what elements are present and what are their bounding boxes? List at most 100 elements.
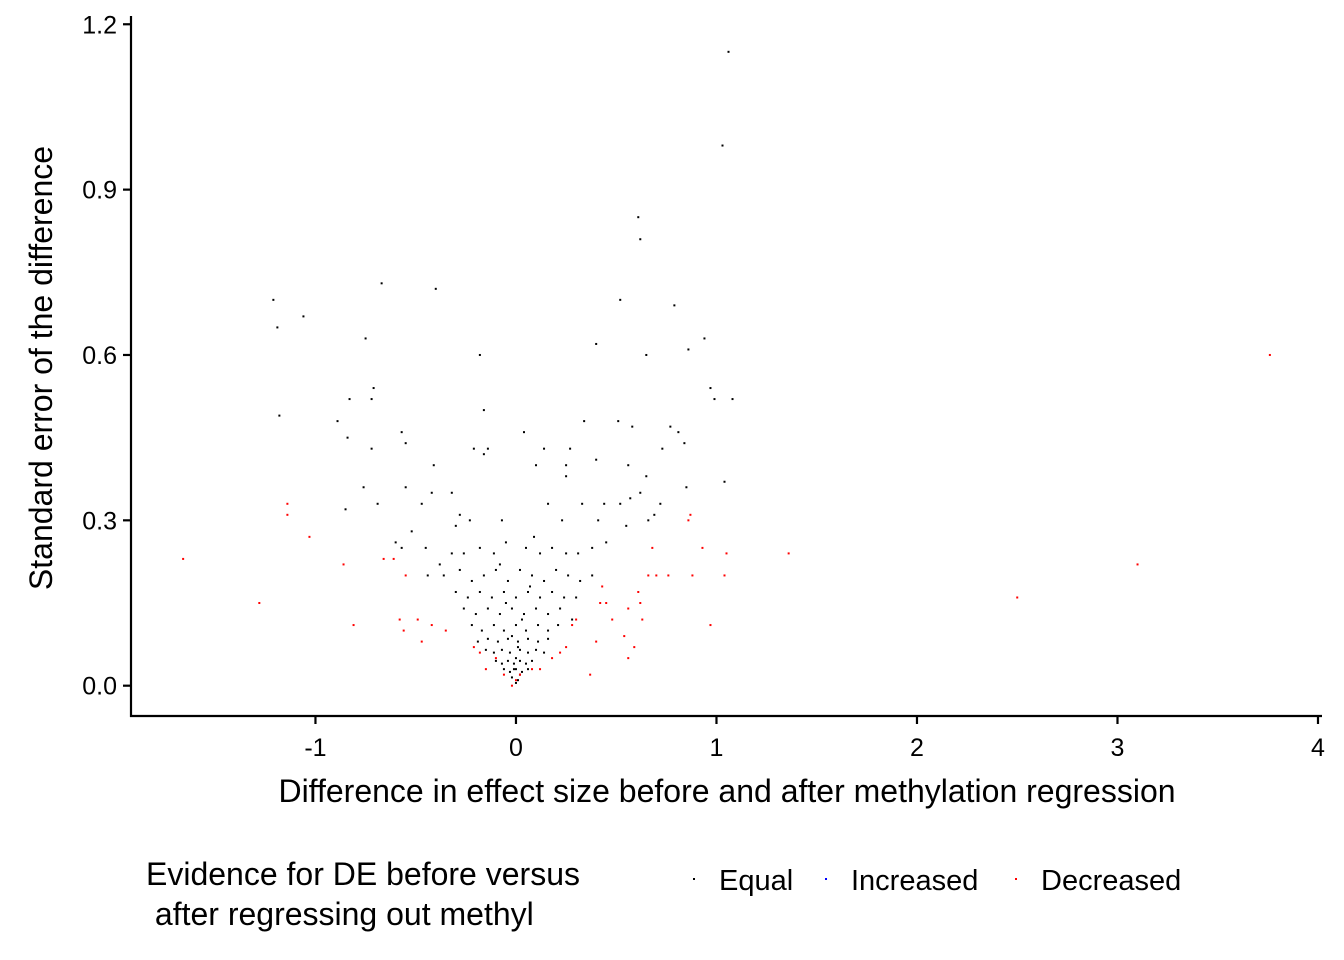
data-point: [703, 337, 706, 340]
data-point: [535, 464, 538, 467]
data-point: [480, 629, 483, 632]
data-point: [518, 568, 521, 571]
data-point: [498, 613, 501, 616]
data-point: [438, 563, 441, 566]
x-axis: -1 0 1 2 3 4: [304, 716, 1325, 762]
x-tick-label: 0: [509, 734, 523, 762]
data-point: [625, 524, 628, 527]
data-point: [432, 464, 435, 467]
y-tick-label: 0.6: [82, 342, 117, 370]
data-point: [524, 546, 527, 549]
data-point: [531, 659, 534, 662]
data-point: [723, 574, 726, 577]
data-point: [520, 670, 523, 673]
data-point: [346, 436, 349, 439]
data-point: [520, 618, 523, 621]
data-point: [400, 546, 403, 549]
data-point: [470, 624, 473, 627]
data-point: [430, 624, 433, 627]
data-point: [1016, 596, 1019, 599]
data-point: [539, 552, 542, 555]
data-point: [400, 431, 403, 434]
data-point: [506, 579, 509, 582]
data-point: [494, 568, 497, 571]
data-point: [529, 585, 532, 588]
data-point: [424, 546, 427, 549]
data-point: [683, 442, 686, 445]
data-point: [533, 535, 536, 538]
data-point: [372, 387, 375, 390]
data-point: [689, 513, 692, 516]
data-point: [508, 651, 511, 654]
data-point: [462, 607, 465, 610]
data-point: [611, 618, 614, 621]
data-point: [522, 431, 525, 434]
data-point: [402, 629, 405, 632]
data-point: [272, 298, 275, 301]
data-point: [563, 596, 566, 599]
data-point: [555, 568, 558, 571]
data-point: [623, 635, 626, 638]
data-point: [518, 648, 521, 651]
legend-title-line-2: after regressing out methyl: [146, 896, 534, 932]
data-point: [551, 546, 554, 549]
data-point: [575, 618, 578, 621]
data-point: [494, 659, 497, 662]
data-point: [286, 502, 289, 505]
y-axis-title: Standard error of the difference: [23, 146, 59, 590]
data-point: [468, 519, 471, 522]
data-point: [494, 657, 497, 660]
data-point: [535, 607, 538, 610]
plot-area: [182, 50, 1271, 687]
data-point: [490, 596, 493, 599]
legend: Evidence for DE before versus after regr…: [146, 856, 1181, 932]
data-point: [380, 282, 383, 285]
data-point: [601, 585, 604, 588]
data-point: [605, 541, 608, 544]
data-point: [667, 574, 670, 577]
data-point: [500, 519, 503, 522]
data-point: [547, 629, 550, 632]
data-point: [352, 624, 355, 627]
data-point: [617, 420, 620, 423]
data-point: [442, 574, 445, 577]
data-point: [472, 447, 475, 450]
data-point: [619, 502, 622, 505]
data-point: [565, 464, 568, 467]
data-point: [677, 431, 680, 434]
data-point: [502, 629, 505, 632]
x-tick-label: 2: [910, 734, 924, 762]
data-point: [543, 579, 546, 582]
data-point: [348, 398, 351, 401]
data-point: [416, 618, 419, 621]
data-point: [565, 646, 568, 649]
data-point: [516, 646, 519, 649]
data-point: [631, 425, 634, 428]
series-decreased: [182, 353, 1271, 687]
x-tick-label: 4: [1311, 734, 1325, 762]
data-point: [619, 298, 622, 301]
data-point: [547, 613, 550, 616]
data-point: [344, 508, 347, 511]
data-point: [537, 640, 540, 643]
data-point: [336, 420, 339, 423]
data-point: [510, 635, 513, 638]
data-point: [434, 287, 437, 290]
data-point: [278, 414, 281, 417]
data-point: [651, 546, 654, 549]
data-point: [308, 535, 311, 538]
data-point: [514, 679, 517, 682]
data-point: [787, 552, 790, 555]
data-point: [492, 552, 495, 555]
data-point: [362, 486, 365, 489]
data-point: [645, 475, 648, 478]
data-point: [514, 681, 517, 684]
data-point: [342, 563, 345, 566]
data-point: [627, 607, 630, 610]
data-point: [627, 464, 630, 467]
data-point: [500, 648, 503, 651]
x-tick-label: 1: [710, 734, 724, 762]
legend-title-line-1: Evidence for DE before versus: [146, 856, 580, 892]
data-point: [727, 50, 730, 53]
data-point: [565, 475, 568, 478]
